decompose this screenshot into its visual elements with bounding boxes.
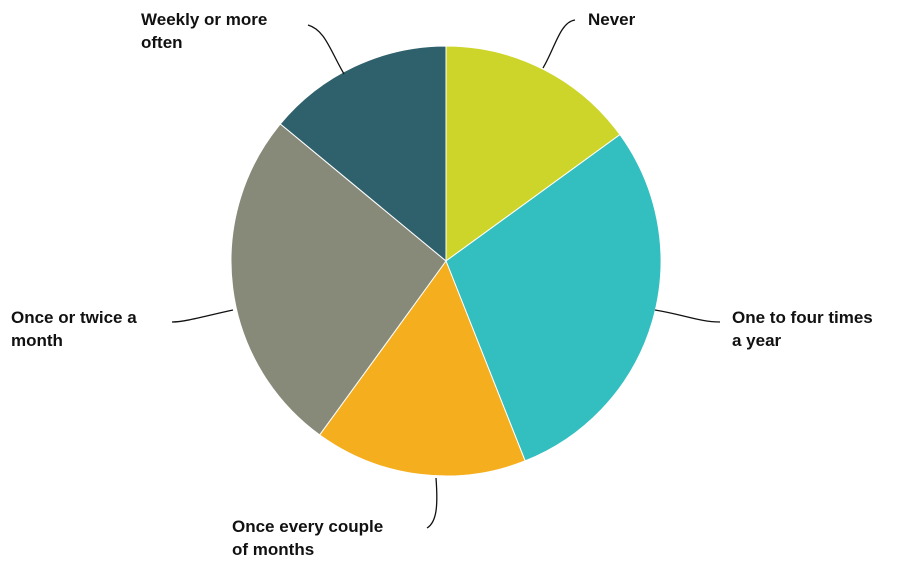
slice-label-never: Never	[588, 10, 636, 29]
leader-line-once-or-twice	[171, 309, 234, 323]
slice-label-weekly: Weekly or more often	[141, 10, 272, 52]
slice-label-once-or-twice: Once or twice a month	[11, 308, 141, 350]
label-leader-lines	[171, 19, 721, 529]
leader-line-once-every-couple	[426, 477, 438, 529]
pie-slices	[230, 45, 662, 477]
pie-slice-once-or-twice-a-month	[230, 123, 447, 436]
slice-label-one-to-four: One to four times a year	[732, 308, 877, 350]
slice-labels: Never One to four times a year Once ever…	[11, 10, 877, 559]
slice-label-once-every-couple: Once every couple of months	[232, 517, 388, 559]
leader-line-one-to-four	[654, 309, 721, 323]
pie-slice-weekly-or-more-often	[279, 45, 447, 263]
pie-slice-one-to-four-times-a-year	[445, 133, 662, 462]
pie-slice-once-every-couple-of-months	[318, 259, 526, 477]
pie-slice-never	[445, 45, 621, 262]
leader-line-never	[542, 19, 576, 69]
leader-line-weekly	[307, 24, 345, 75]
